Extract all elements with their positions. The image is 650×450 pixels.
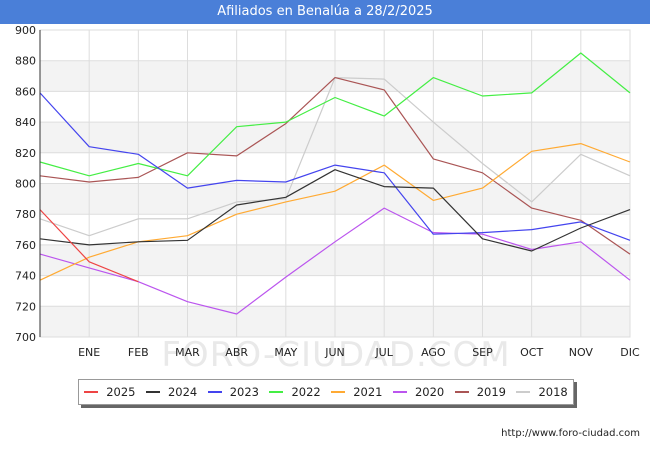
legend-label: 2018	[538, 385, 568, 399]
series-line-2023	[39, 92, 631, 241]
x-tick-label: MAR	[175, 346, 200, 359]
series-lines	[39, 52, 631, 315]
watermark: FORO-CIUDAD.COM	[161, 335, 510, 375]
legend-label: 2019	[476, 385, 507, 399]
legend-label: 2024	[167, 385, 198, 399]
x-tick-label: JUN	[324, 346, 345, 359]
legend: 2025 2024 2023 2022 2021 2020 2019 2018	[78, 379, 574, 405]
x-tick-label: DIC	[620, 346, 640, 359]
source-url: http://www.foro-ciudad.com	[501, 428, 640, 439]
legend-swatch	[84, 391, 99, 393]
y-tick-label: 760	[15, 239, 36, 252]
grid-lines	[40, 29, 631, 338]
x-tick-label: ENE	[78, 346, 100, 359]
legend-item-2022: 2022	[269, 385, 321, 399]
legend-item-2019: 2019	[454, 385, 507, 399]
legend-label: 2021	[353, 385, 383, 399]
legend-item-2021: 2021	[331, 385, 383, 399]
legend-swatch	[516, 391, 531, 393]
legend-label: 2022	[291, 385, 321, 399]
legend-swatch	[207, 391, 222, 393]
y-tick-label: 820	[15, 147, 36, 160]
series-line-2022	[39, 52, 631, 177]
legend-item-2020: 2020	[392, 385, 445, 399]
x-tick-label: MAY	[274, 346, 297, 359]
legend-label: 2020	[414, 385, 445, 399]
y-tick-label: 800	[15, 178, 36, 191]
legend-swatch	[392, 391, 407, 393]
legend-swatch	[454, 391, 469, 393]
y-tick-label: 740	[15, 270, 36, 283]
legend-item-2025: 2025	[84, 385, 136, 399]
legend-swatch	[331, 391, 346, 393]
legend-item-2018: 2018	[516, 385, 568, 399]
legend-item-2024: 2024	[145, 385, 198, 399]
series-line-2019	[39, 76, 631, 255]
y-tick-label: 840	[15, 116, 36, 129]
legend-label: 2025	[106, 385, 136, 399]
legend-swatch	[269, 391, 284, 393]
x-tick-label: JUL	[374, 346, 393, 359]
y-tick-label: 720	[15, 300, 36, 313]
x-tick-label: ABR	[225, 346, 248, 359]
x-tick-label: OCT	[520, 346, 543, 359]
y-axis-ticks: 700 720 740 760 780 800 820 840 860 880 900	[15, 24, 36, 344]
x-tick-label: NOV	[569, 346, 594, 359]
y-tick-label: 900	[15, 24, 36, 37]
x-tick-label: SEP	[472, 346, 493, 359]
legend-label: 2023	[229, 385, 260, 399]
series-line-2025	[39, 209, 139, 283]
y-tick-label: 780	[15, 208, 36, 221]
y-tick-label: 700	[15, 331, 36, 344]
x-axis-ticks: ENE FEB MAR ABR MAY JUN JUL AGO SEP OCT NOV DIC	[78, 346, 640, 359]
y-tick-label: 860	[15, 85, 36, 98]
legend-item-2023: 2023	[207, 385, 260, 399]
y-tick-label: 880	[15, 55, 36, 68]
legend-swatch	[145, 391, 160, 393]
series-line-2024	[39, 169, 631, 252]
x-tick-label: AGO	[421, 346, 446, 359]
chart-title: Afiliados en Benalúa a 28/2/2025	[0, 0, 650, 24]
x-tick-label: FEB	[128, 346, 149, 359]
